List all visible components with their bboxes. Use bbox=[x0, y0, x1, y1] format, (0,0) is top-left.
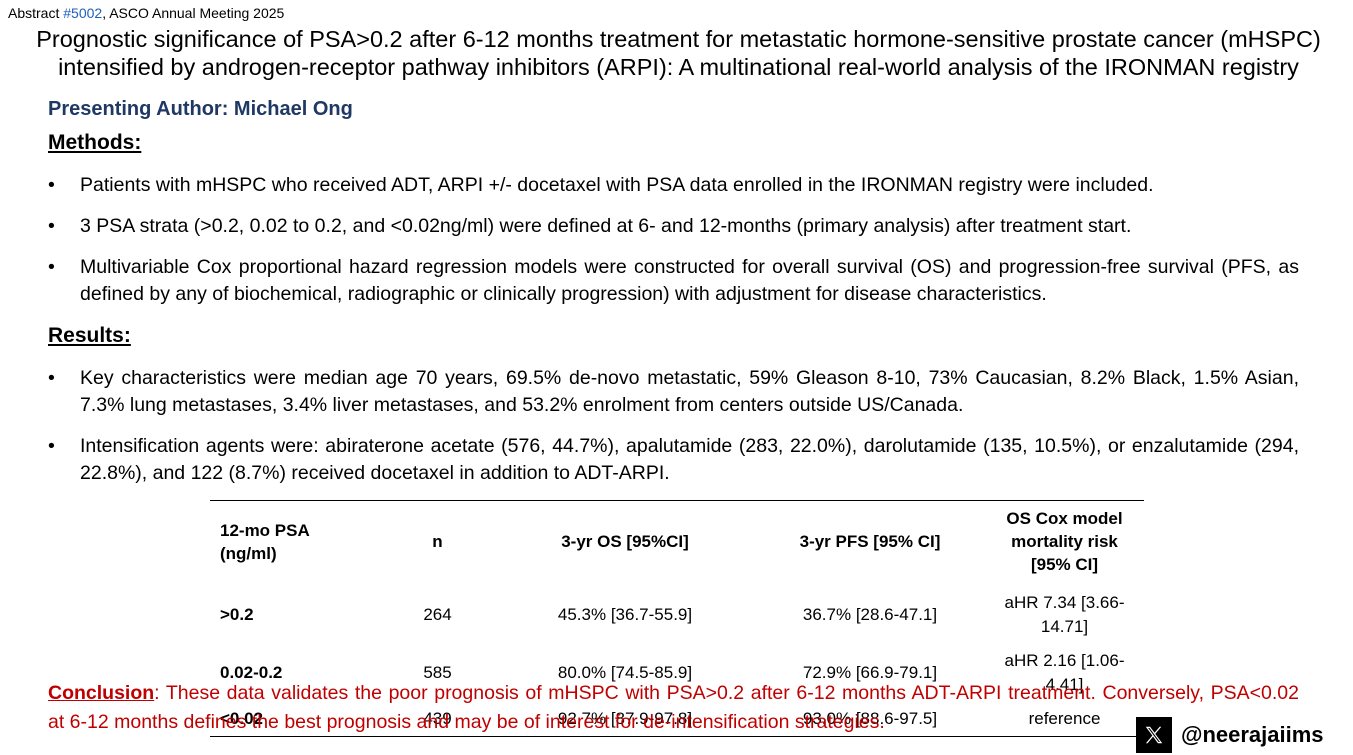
methods-heading: Methods: bbox=[48, 131, 142, 154]
cell-n: 439 bbox=[380, 702, 495, 737]
presenting-author: Presenting Author: Michael Ong bbox=[48, 98, 353, 120]
header-psa: 12-mo PSA (ng/ml) bbox=[210, 500, 380, 586]
table-header-row: 12-mo PSA (ng/ml) n 3-yr OS [95%CI] 3-yr… bbox=[210, 500, 1144, 586]
cell-psa: >0.2 bbox=[220, 605, 254, 624]
cell-pfs: 93.0% [88.6-97.5] bbox=[755, 702, 985, 737]
social-handle-badge[interactable]: @neerajaiims bbox=[1136, 717, 1324, 753]
header-n: n bbox=[380, 500, 495, 586]
cell-n: 264 bbox=[423, 605, 452, 624]
cell-pfs: 72.9% [66.9-79.1] bbox=[802, 663, 938, 682]
header-os: 3-yr OS [95%CI] bbox=[495, 500, 755, 586]
abstract-prefix: Abstract bbox=[8, 5, 64, 21]
methods-bullet: Multivariable Cox proportional hazard re… bbox=[48, 254, 1299, 308]
cell-psa: 0.02-0.2 bbox=[220, 663, 283, 682]
abstract-number-link[interactable]: #5002 bbox=[63, 5, 103, 21]
cell-cox: aHR 7.34 [3.66-14.71] bbox=[1004, 593, 1125, 636]
header-psa-line2: (ng/ml) bbox=[220, 543, 277, 563]
table-row: >0.2 264 45.3% [36.7-55.9] 36.7% [28.6-4… bbox=[210, 586, 1144, 644]
methods-bullet: 3 PSA strata (>0.2, 0.02 to 0.2, and <0.… bbox=[48, 213, 1299, 240]
cell-os: 45.3% [36.7-55.9] bbox=[557, 605, 693, 624]
cell-cox: aHR 2.16 [1.06-4.41] bbox=[1004, 651, 1125, 694]
table-row: <0.02 439 92.7% [87.9-97.8] 93.0% [88.6-… bbox=[210, 702, 1144, 737]
cell-os: 80.0% [74.5-85.9] bbox=[557, 663, 693, 682]
table-row: 0.02-0.2 585 80.0% [74.5-85.9] 72.9% [66… bbox=[210, 644, 1144, 702]
results-bullet: Key characteristics were median age 70 y… bbox=[48, 365, 1299, 419]
abstract-reference: Abstract #5002, ASCO Annual Meeting 2025 bbox=[8, 5, 284, 21]
cell-pfs: 36.7% [28.6-47.1] bbox=[802, 605, 938, 624]
cell-psa: <0.02 bbox=[210, 702, 380, 737]
abstract-suffix: , ASCO Annual Meeting 2025 bbox=[102, 5, 285, 21]
page-title: Prognostic significance of PSA>0.2 after… bbox=[36, 26, 1321, 80]
header-cox-line2: [95% CI] bbox=[1030, 555, 1099, 574]
results-bullet: Intensification agents were: abiraterone… bbox=[48, 433, 1299, 487]
header-cox: OS Cox model mortality risk [95% CI] bbox=[985, 500, 1144, 586]
psa-outcomes-table: 12-mo PSA (ng/ml) n 3-yr OS [95%CI] 3-yr… bbox=[210, 500, 1144, 737]
conclusion-label: Conclusion bbox=[48, 682, 155, 704]
conclusion-colon: : bbox=[154, 682, 160, 704]
cell-os: 92.7% [87.9-97.8] bbox=[495, 702, 755, 737]
x-logo-icon bbox=[1136, 717, 1172, 753]
header-pfs: 3-yr PFS [95% CI] bbox=[755, 500, 985, 586]
cell-n: 585 bbox=[423, 663, 452, 682]
methods-list: Patients with mHSPC who received ADT, AR… bbox=[48, 172, 1299, 322]
header-psa-line1: 12-mo PSA bbox=[220, 520, 310, 540]
results-heading: Results: bbox=[48, 324, 131, 347]
conclusion-text: These data validates the poor prognosis … bbox=[48, 682, 1299, 733]
header-cox-line1: OS Cox model mortality risk bbox=[1006, 509, 1123, 551]
cell-cox: reference bbox=[985, 702, 1144, 737]
social-handle[interactable]: @neerajaiims bbox=[1181, 722, 1324, 747]
methods-bullet: Patients with mHSPC who received ADT, AR… bbox=[48, 172, 1299, 199]
results-list: Key characteristics were median age 70 y… bbox=[48, 365, 1299, 501]
conclusion-paragraph: Conclusion: These data validates the poo… bbox=[48, 679, 1299, 737]
